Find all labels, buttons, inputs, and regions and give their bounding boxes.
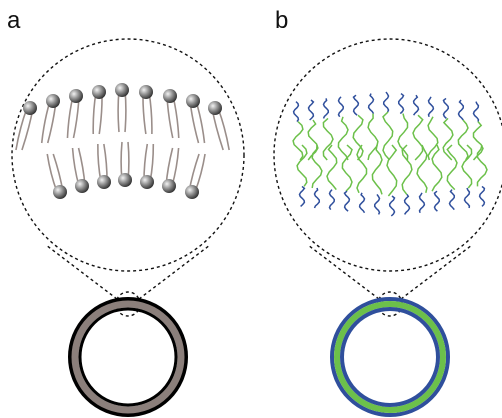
block-hydrophilic bbox=[459, 100, 464, 120]
lipid-head bbox=[162, 179, 176, 193]
block-hydrophobic bbox=[293, 122, 303, 160]
block-hydrophobic bbox=[312, 145, 322, 188]
bilayer bbox=[16, 83, 229, 199]
lipid-tail bbox=[67, 96, 73, 138]
polymer-membrane bbox=[293, 92, 487, 216]
block-hydrophilic bbox=[405, 194, 410, 214]
lipid-head bbox=[163, 89, 177, 103]
block-hydrophilic bbox=[330, 190, 335, 210]
block-hydrophilic bbox=[300, 186, 305, 206]
lipid-head bbox=[185, 185, 199, 199]
figure: a b bbox=[0, 0, 502, 418]
panel-label: b bbox=[275, 7, 288, 34]
block-hydrophilic bbox=[480, 186, 485, 206]
block-hydrophilic bbox=[435, 191, 440, 211]
lipid-head bbox=[46, 94, 60, 108]
block-hydrophilic bbox=[474, 102, 479, 122]
block-hydrophobic bbox=[372, 145, 382, 194]
lipid-head bbox=[208, 101, 222, 115]
block-hydrophobic bbox=[327, 145, 337, 190]
block-hydrophilic bbox=[390, 196, 395, 216]
zoom-line bbox=[308, 245, 379, 299]
block-hydrophilic bbox=[309, 100, 314, 120]
block-hydrophilic bbox=[360, 193, 365, 213]
block-hydrophilic bbox=[369, 94, 374, 114]
zoom-line bbox=[46, 245, 117, 299]
block-hydrophilic bbox=[429, 97, 434, 117]
block-hydrophobic bbox=[357, 145, 367, 193]
block-hydrophobic bbox=[297, 145, 307, 186]
lipid-head bbox=[140, 175, 154, 189]
block-hydrophilic bbox=[345, 191, 350, 211]
block-hydrophilic bbox=[294, 102, 299, 122]
block-hydrophobic bbox=[428, 117, 438, 160]
lipid-tail bbox=[93, 92, 96, 134]
zoom-line bbox=[139, 245, 210, 299]
lipid-tail bbox=[125, 90, 126, 132]
block-hydrophilic bbox=[384, 92, 389, 112]
lipid-head bbox=[139, 85, 153, 99]
lipid-head bbox=[115, 83, 129, 97]
lipid-head bbox=[186, 94, 200, 108]
lipid-head bbox=[92, 85, 106, 99]
lipid-tail bbox=[149, 92, 152, 134]
lipid-head bbox=[118, 173, 132, 187]
lipid-tail bbox=[173, 96, 179, 138]
block-hydrophilic bbox=[450, 190, 455, 210]
lipid-head bbox=[75, 179, 89, 193]
block-hydrophobic bbox=[443, 118, 453, 160]
lipid-head bbox=[23, 101, 37, 115]
block-hydrophilic bbox=[444, 98, 449, 118]
block-hydrophilic bbox=[354, 95, 359, 115]
block-hydrophilic bbox=[324, 98, 329, 118]
block-hydrophobic bbox=[383, 112, 393, 160]
block-hydrophobic bbox=[338, 117, 348, 160]
lipid-head bbox=[53, 185, 67, 199]
block-hydrophobic bbox=[342, 145, 352, 191]
block-hydrophobic bbox=[432, 145, 442, 191]
block-hydrophobic bbox=[447, 145, 457, 190]
block-hydrophilic bbox=[315, 188, 320, 208]
lipid-tail bbox=[118, 90, 119, 132]
lipid-head bbox=[69, 89, 83, 103]
block-hydrophobic bbox=[402, 145, 412, 194]
lipid-head bbox=[97, 175, 111, 189]
block-hydrophilic bbox=[375, 194, 380, 214]
zoom-line bbox=[401, 245, 472, 299]
panel-label: a bbox=[7, 7, 21, 34]
block-hydrophobic bbox=[387, 145, 397, 196]
block-hydrophilic bbox=[339, 97, 344, 117]
block-hydrophilic bbox=[420, 193, 425, 213]
block-hydrophilic bbox=[399, 94, 404, 114]
block-hydrophilic bbox=[414, 95, 419, 115]
block-hydrophilic bbox=[465, 188, 470, 208]
block-hydrophobic bbox=[413, 115, 423, 160]
lipid-tail bbox=[218, 108, 229, 150]
block-hydrophobic bbox=[368, 114, 378, 160]
block-hydrophobic bbox=[458, 120, 468, 160]
lipid-tail bbox=[16, 108, 27, 150]
